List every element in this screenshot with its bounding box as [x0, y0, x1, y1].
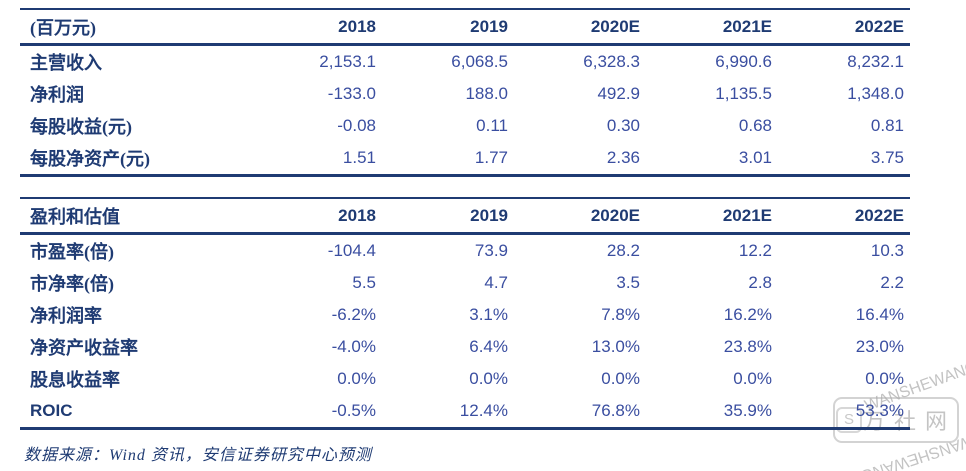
cell-value: 1,135.5: [715, 84, 772, 103]
cell-value: 0.30: [606, 116, 640, 135]
table-row: ROIC -0.5% 12.4% 76.8% 35.9% 53.3%: [20, 395, 910, 430]
cell-value: 6,068.5: [451, 52, 508, 71]
row-label: ROIC: [20, 395, 250, 430]
cell-value: 6.4%: [469, 337, 508, 356]
table-row: 每股净资产(元) 1.51 1.77 2.36 3.01 3.75: [20, 142, 910, 177]
cell-value: 16.4%: [855, 305, 904, 324]
cell-value: 2,153.1: [319, 52, 376, 71]
cell-value: 3.5: [616, 273, 640, 292]
row-label: 净利润率: [30, 306, 102, 326]
cell-value: 2.2: [880, 273, 904, 292]
cell-value: 13.0%: [591, 337, 640, 356]
cell-value: 0.81: [870, 116, 904, 135]
cell-value: 12.2: [738, 241, 772, 260]
cell-value: 0.0%: [469, 369, 508, 388]
cell-value: 23.0%: [855, 337, 904, 356]
cell-value: -0.08: [337, 116, 376, 135]
table-row: 净资产收益率 -4.0% 6.4% 13.0% 23.8% 23.0%: [20, 331, 910, 363]
cell-value: 3.01: [646, 142, 778, 177]
cell-value: 1.77: [382, 142, 514, 177]
row-label: 市盈率(倍): [30, 242, 114, 262]
row-label: 市净率(倍): [30, 274, 114, 294]
cell-value: 23.8%: [723, 337, 772, 356]
cell-value: 16.2%: [723, 305, 772, 324]
row-label: 主营收入: [30, 53, 102, 73]
cell-value: 0.0%: [733, 369, 772, 388]
row-label: 股息收益率: [30, 370, 120, 390]
cell-value: 73.9: [474, 241, 508, 260]
cell-value: 12.4%: [382, 395, 514, 430]
cell-value: 4.7: [484, 273, 508, 292]
cell-value: 28.2: [606, 241, 640, 260]
cell-value: 0.0%: [601, 369, 640, 388]
cell-value: 76.8%: [514, 395, 646, 430]
cell-value: 6,328.3: [583, 52, 640, 71]
financial-summary-table: (百万元) 2018 2019 2020E 2021E 2022E 主营收入 2…: [20, 8, 910, 177]
cell-value: 10.3: [870, 241, 904, 260]
row-label: 净利润: [30, 85, 84, 105]
cell-value: 0.68: [738, 116, 772, 135]
cell-value: 8,232.1: [847, 52, 904, 71]
table1-header-row: (百万元) 2018 2019 2020E 2021E 2022E: [20, 8, 910, 46]
cell-value: 492.9: [597, 84, 640, 103]
year-column-header: 2019: [382, 197, 514, 235]
year-column-header: 2018: [250, 8, 382, 46]
cell-value: 35.9%: [646, 395, 778, 430]
year-column-header: 2020E: [514, 8, 646, 46]
row-label: 每股收益(元): [30, 117, 132, 137]
cell-value: 0.0%: [337, 369, 376, 388]
year-column-header: 2022E: [778, 8, 910, 46]
year-column-header: 2022E: [778, 197, 910, 235]
cell-value: 2.36: [514, 142, 646, 177]
year-column-header: 2019: [382, 8, 514, 46]
cell-value: -104.4: [327, 241, 376, 260]
cell-value: -6.2%: [331, 305, 376, 324]
year-column-header: 2020E: [514, 197, 646, 235]
table-row: 市净率(倍) 5.5 4.7 3.5 2.8 2.2: [20, 267, 910, 299]
table-row: 每股收益(元) -0.08 0.11 0.30 0.68 0.81: [20, 110, 910, 142]
year-column-header: 2021E: [646, 8, 778, 46]
cell-value: 1.51: [250, 142, 382, 177]
row-label: 净资产收益率: [30, 338, 138, 358]
cell-value: -133.0: [327, 84, 376, 103]
cell-value: -4.0%: [331, 337, 376, 356]
table-row: 市盈率(倍) -104.4 73.9 28.2 12.2 10.3: [20, 234, 910, 268]
data-source-note: 数据来源：Wind 资讯，安信证券研究中心预测: [24, 447, 372, 464]
table2-title-header: 盈利和估值: [20, 197, 250, 235]
table-row: 净利润 -133.0 188.0 492.9 1,135.5 1,348.0: [20, 78, 910, 110]
cell-value: 3.1%: [469, 305, 508, 324]
cell-value: 1,348.0: [847, 84, 904, 103]
table1-unit-header: (百万元): [20, 8, 250, 46]
year-column-header: 2021E: [646, 197, 778, 235]
cell-value: 0.0%: [865, 369, 904, 388]
table2-header-row: 盈利和估值 2018 2019 2020E 2021E 2022E: [20, 197, 910, 235]
cell-value: 53.3%: [778, 395, 910, 430]
cell-value: 0.11: [476, 116, 508, 135]
table-row: 净利润率 -6.2% 3.1% 7.8% 16.2% 16.4%: [20, 299, 910, 331]
valuation-table: 盈利和估值 2018 2019 2020E 2021E 2022E 市盈率(倍)…: [20, 197, 910, 430]
cell-value: 188.0: [465, 84, 508, 103]
cell-value: 3.75: [778, 142, 910, 177]
cell-value: 5.5: [352, 273, 376, 292]
cell-value: 6,990.6: [715, 52, 772, 71]
cell-value: 2.8: [748, 273, 772, 292]
year-column-header: 2018: [250, 197, 382, 235]
cell-value: 7.8%: [601, 305, 640, 324]
cell-value: -0.5%: [250, 395, 382, 430]
table-row: 主营收入 2,153.1 6,068.5 6,328.3 6,990.6 8,2…: [20, 45, 910, 79]
table-row: 股息收益率 0.0% 0.0% 0.0% 0.0% 0.0%: [20, 363, 910, 395]
row-label: 每股净资产(元): [20, 142, 250, 177]
